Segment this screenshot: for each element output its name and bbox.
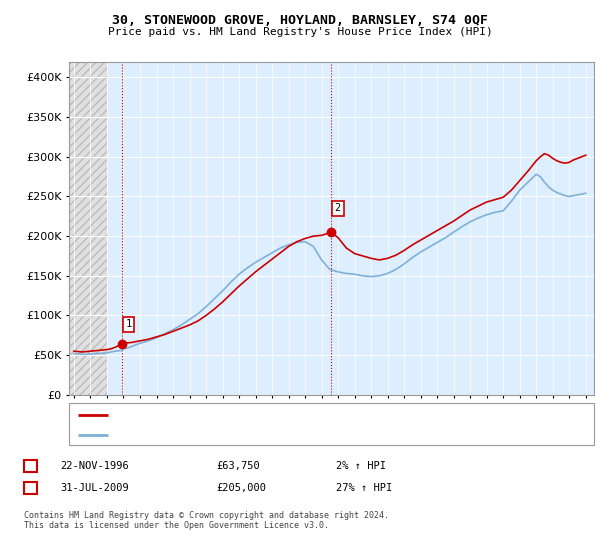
Text: 1: 1 <box>28 461 34 471</box>
Text: Price paid vs. HM Land Registry's House Price Index (HPI): Price paid vs. HM Land Registry's House … <box>107 27 493 37</box>
Text: 2% ↑ HPI: 2% ↑ HPI <box>336 461 386 471</box>
Text: 22-NOV-1996: 22-NOV-1996 <box>60 461 129 471</box>
Text: Contains HM Land Registry data © Crown copyright and database right 2024.
This d: Contains HM Land Registry data © Crown c… <box>24 511 389 530</box>
Text: 27% ↑ HPI: 27% ↑ HPI <box>336 483 392 493</box>
Text: 2: 2 <box>28 483 34 493</box>
Text: 30, STONEWOOD GROVE, HOYLAND, BARNSLEY, S74 0QF (detached house): 30, STONEWOOD GROVE, HOYLAND, BARNSLEY, … <box>114 410 490 420</box>
Text: 2: 2 <box>335 203 341 213</box>
Text: £63,750: £63,750 <box>216 461 260 471</box>
Text: 1: 1 <box>125 319 131 329</box>
Text: HPI: Average price, detached house, Barnsley: HPI: Average price, detached house, Barn… <box>114 430 373 440</box>
Text: £205,000: £205,000 <box>216 483 266 493</box>
Text: 30, STONEWOOD GROVE, HOYLAND, BARNSLEY, S74 0QF: 30, STONEWOOD GROVE, HOYLAND, BARNSLEY, … <box>112 14 488 27</box>
Bar <box>69 62 107 395</box>
Text: 31-JUL-2009: 31-JUL-2009 <box>60 483 129 493</box>
